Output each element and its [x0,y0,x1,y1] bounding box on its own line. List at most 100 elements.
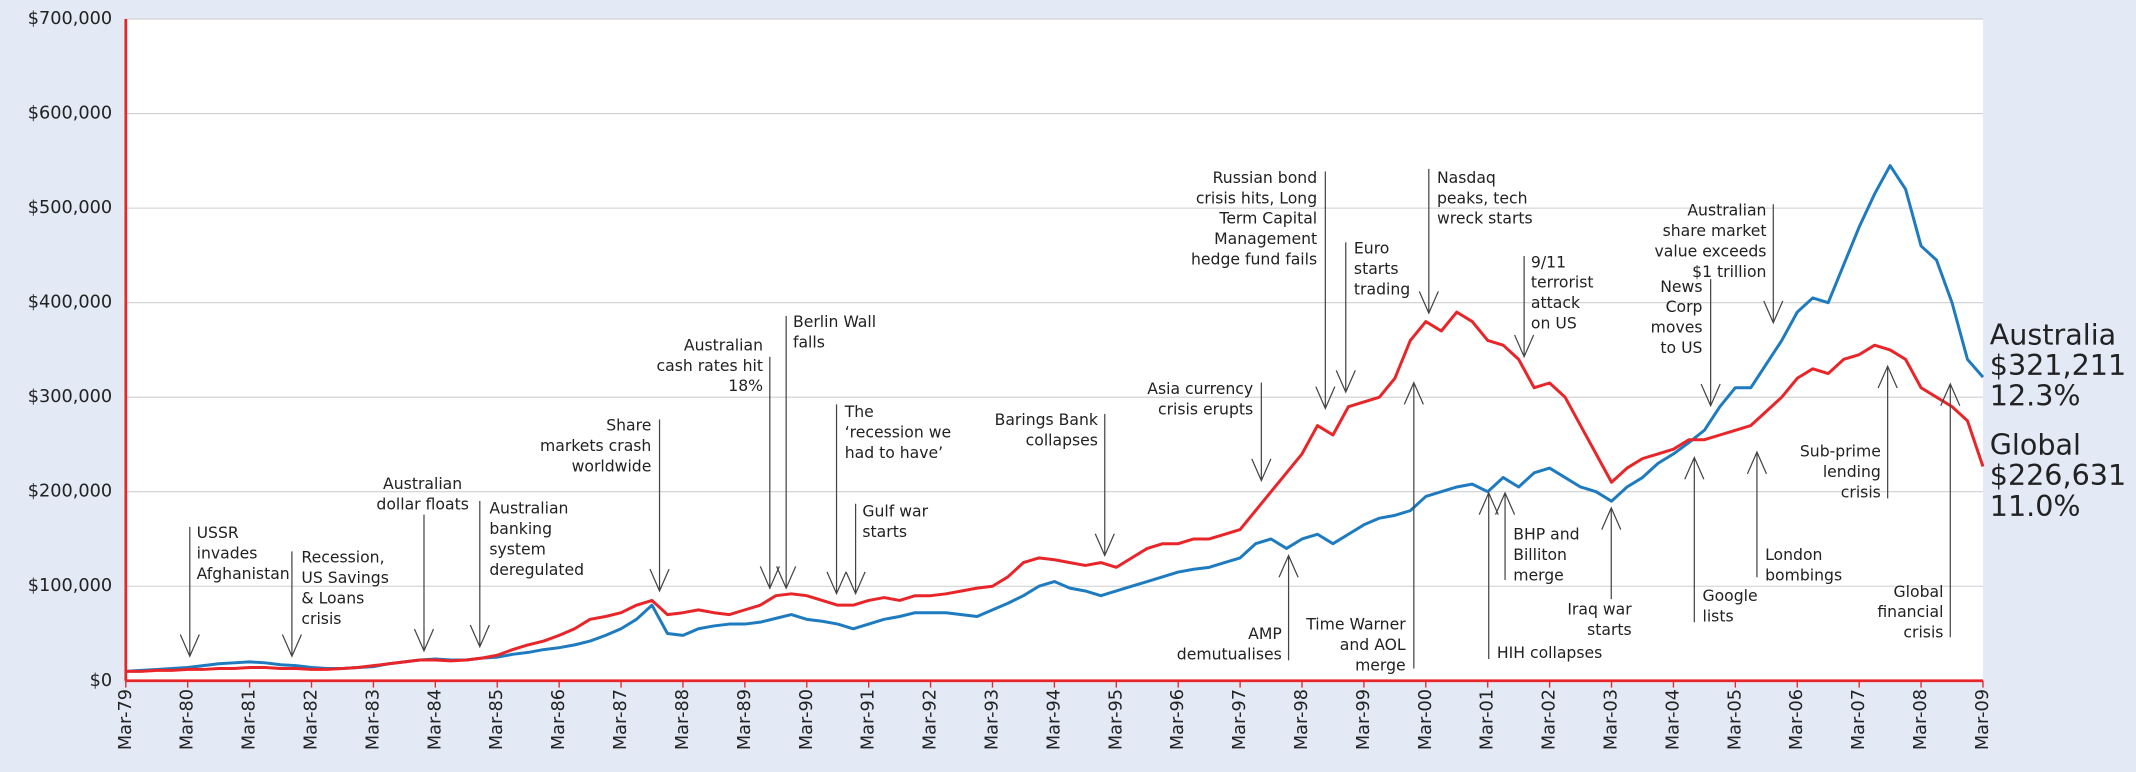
annotation-text: Nasdaq [1437,168,1496,187]
annotation-text: Sub-prime [1800,442,1881,461]
annotation-text: value exceeds [1655,241,1767,260]
x-tick-label: Mar-05 [1725,689,1745,750]
annotation-text: and AOL [1340,635,1406,654]
annotation-arrow [1684,455,1705,623]
annotation-arrow [1403,381,1424,669]
annotation-text: merge [1513,565,1564,584]
annotation-text: News [1660,277,1702,296]
annotation-arrow [413,514,435,653]
annotation-text: AMP [1248,624,1282,643]
annotation-text: bombings [1765,565,1842,584]
annotation-text: attack [1531,293,1581,312]
annotation-text: falls [793,333,825,352]
x-tick-label: Mar-98 [1292,689,1312,750]
series-line [125,310,1985,673]
x-tick-label: Mar-96 [1168,689,1188,750]
annotation-text: hedge fund fails [1191,250,1317,269]
annotation-text: starts [1587,620,1632,639]
annotation-text: 9/11 [1531,252,1566,271]
annotation-text: Australian [383,474,462,493]
end-label: $321,211 [1990,348,2126,382]
annotation-text: Berlin Wall [793,312,876,331]
annotation-text: lending [1823,462,1881,481]
annotation-arrow [1700,279,1721,408]
annotation-arrow [845,503,866,596]
annotation-text: Australian [684,335,763,354]
x-tick-label: Mar-81 [240,689,260,750]
annotation-text: $1 trillion [1692,262,1766,281]
annotation-arrow [1763,204,1784,325]
y-tick-label: $700,000 [28,9,112,29]
annotation-arrow [649,419,670,593]
annotation-text: Time Warner [1305,614,1406,633]
annotation-text: crisis erupts [1158,399,1253,418]
x-tick-label: Mar-95 [1106,689,1126,750]
annotation-text: trading [1354,280,1410,299]
x-tick-label: Mar-82 [302,689,322,750]
x-tick-label: Mar-93 [982,689,1002,750]
annotation-text: wreck starts [1437,209,1533,228]
annotation-arrow [1418,168,1439,315]
annotation-text: ‘recession we [845,422,951,441]
x-tick-label: Mar-02 [1540,689,1560,750]
x-tick-label: Mar-90 [797,689,817,750]
x-tick-label: Mar-04 [1663,689,1683,750]
annotation-text: crisis [1903,623,1943,642]
annotation-text: Gulf war [862,501,928,520]
annotation-text: markets crash [540,436,651,455]
annotation-arrow [1494,491,1516,581]
annotation-arrow [469,501,490,649]
annotation-arrow [1251,382,1272,483]
annotation-text: Australian [489,499,568,518]
annotation-text: on US [1531,314,1577,333]
annotation-text: had to have’ [845,443,943,462]
annotation-text: Share [606,416,651,435]
annotation-arrow [1315,171,1336,410]
annotation-text: USSR [197,523,239,542]
annotation-text: Corp [1666,297,1703,316]
annotation-text: crisis [301,609,341,628]
x-tick-label: Mar-09 [1973,689,1993,750]
annotation-arrow [1335,242,1356,394]
annotation-text: share market [1663,221,1767,240]
annotation-arrow [1094,413,1115,558]
annotation-text: Iraq war [1567,599,1632,618]
annotation-arrow [179,526,200,658]
annotation-text: worldwide [572,457,652,476]
end-label: Australia [1990,317,2116,351]
annotation-text: Asia currency [1147,379,1253,398]
end-label: 12.3% [1990,379,2081,413]
annotation-text: financial [1877,602,1943,621]
annotation-text: lists [1702,606,1733,625]
annotation-text: dollar floats [376,495,468,514]
x-tick-label: Mar-06 [1787,689,1807,750]
annotation-text: banking [489,519,552,538]
x-tick-label: Mar-84 [425,689,445,750]
annotation-text: Recession, [301,548,384,567]
annotation-text: Global [1894,582,1944,601]
annotation-text: crisis hits, Long [1196,188,1317,207]
annotation-arrow [1940,382,1961,638]
x-tick-label: Mar-79 [116,689,136,750]
x-tick-label: Mar-88 [673,689,693,750]
y-tick-label: $0 [90,671,113,691]
annotation-text: moves [1651,318,1703,337]
end-label: $226,631 [1990,458,2126,492]
annotation-text: cash rates hit [657,356,763,375]
annotation-text: Term Capital [1218,209,1317,228]
annotation-text: Australian [1687,201,1766,220]
x-tick-label: Mar-83 [363,689,383,750]
annotation-text: Management [1214,229,1317,248]
annotation-arrow [776,315,797,590]
x-tick-label: Mar-80 [178,689,198,750]
y-tick-label: $600,000 [28,104,112,124]
x-tick-label: Mar-91 [859,689,879,750]
annotation-arrow [1601,506,1622,600]
annotation-arrow [1746,450,1768,578]
plot-area [125,19,1983,681]
annotation-text: starts [862,522,907,541]
annotation-arrow [1278,553,1299,661]
x-tick-label: Mar-87 [611,689,631,750]
x-tick-label: Mar-86 [549,689,569,750]
annotation-text: invades [197,544,258,563]
